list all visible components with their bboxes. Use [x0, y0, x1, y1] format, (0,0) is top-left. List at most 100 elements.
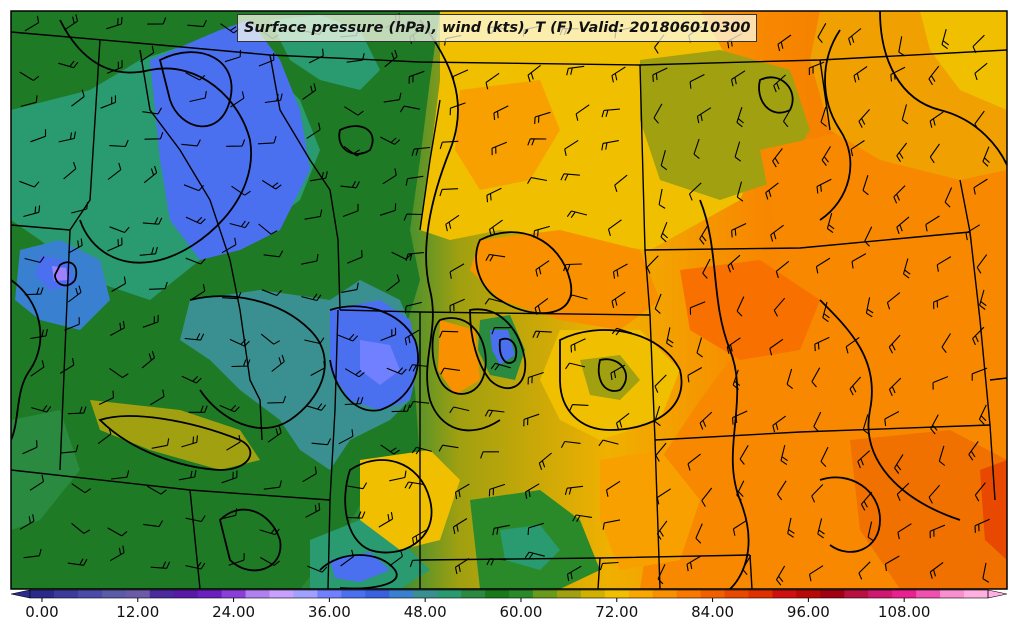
wind-barb	[929, 111, 944, 128]
wind-barb	[454, 558, 470, 575]
wind-barb	[304, 337, 325, 345]
wind-barb	[821, 146, 831, 166]
wind-barb	[933, 295, 949, 310]
wind-barb	[383, 92, 402, 103]
wind-barb	[230, 91, 245, 108]
wind-barb	[527, 64, 541, 82]
wind-barb	[563, 263, 582, 272]
wind-barb	[438, 444, 459, 452]
wind-barb	[699, 411, 713, 430]
wind-barb	[142, 107, 162, 115]
wind-barb	[384, 49, 398, 68]
wind-barb	[974, 482, 986, 502]
wind-barb	[347, 482, 368, 490]
wind-barb	[527, 177, 547, 184]
wind-barb	[340, 549, 355, 567]
wind-barb	[820, 446, 829, 467]
wind-barb	[386, 274, 400, 292]
colorbar-swatch	[844, 590, 869, 598]
wind-barb	[770, 224, 784, 242]
wind-barb	[601, 140, 619, 151]
wind-barb	[693, 138, 700, 160]
colorbar-swatch	[964, 590, 989, 598]
wind-barb	[605, 480, 621, 497]
wind-barb	[491, 141, 508, 156]
wind-barb	[307, 565, 328, 573]
colorbar-swatch	[509, 590, 534, 598]
wind-barb	[144, 132, 164, 140]
wind-barb	[865, 297, 874, 318]
colorbar-swatch	[365, 590, 390, 598]
wind-barb	[405, 175, 424, 186]
colorbar-max-arrow	[987, 589, 1008, 599]
wind-barb	[772, 415, 787, 433]
wind-barb	[445, 214, 460, 232]
wind-barb	[612, 263, 628, 279]
wind-barb	[929, 524, 946, 539]
wind-barb	[566, 565, 582, 582]
wind-barb	[611, 291, 626, 309]
wind-barb	[106, 60, 123, 74]
wind-barb	[301, 254, 319, 265]
wind-barb	[736, 107, 744, 128]
wind-barb	[599, 561, 619, 571]
wind-barb	[111, 276, 127, 292]
wind-barb	[109, 545, 125, 562]
wind-barb	[524, 483, 540, 499]
colorbar-swatch	[269, 590, 294, 598]
wind-barb	[858, 561, 871, 580]
wind-barb	[527, 522, 545, 535]
wind-barb	[888, 377, 902, 397]
wind-barb	[380, 444, 400, 455]
wind-barb	[884, 411, 900, 426]
wind-barb	[229, 220, 250, 229]
wind-barb	[695, 523, 703, 544]
wind-barb	[310, 171, 328, 182]
wind-barb	[260, 333, 280, 345]
wind-barb	[305, 502, 321, 518]
wind-barb	[607, 219, 622, 237]
wind-barb	[19, 514, 35, 530]
colorbar-min-arrow	[10, 589, 31, 599]
wind-barb	[19, 71, 40, 81]
wind-barb	[598, 439, 619, 447]
wind-barb	[972, 34, 985, 54]
wind-barb	[982, 146, 990, 167]
wind-barb	[409, 400, 430, 408]
wind-barb	[220, 508, 238, 520]
wind-barb	[264, 93, 283, 104]
wind-barb	[454, 483, 470, 500]
wind-barb	[726, 337, 741, 354]
wind-barb	[973, 178, 988, 195]
wind-barb	[305, 403, 327, 411]
wind-barb	[231, 359, 251, 368]
colorbar-tick-label: 24.00	[212, 603, 256, 621]
colorbar-swatch	[652, 590, 678, 598]
wind-barb	[974, 518, 990, 533]
wind-barb	[389, 470, 407, 482]
state-borders	[11, 31, 1007, 589]
wind-barb	[189, 91, 207, 103]
wind-barb	[271, 354, 285, 372]
wind-barb	[486, 558, 506, 566]
wind-barb	[302, 466, 317, 483]
colorbar-swatch	[413, 590, 438, 598]
wind-barb	[439, 188, 459, 197]
wind-barb	[380, 136, 401, 145]
wind-barb	[449, 102, 466, 116]
wind-barb	[409, 559, 429, 568]
wind-barb	[982, 562, 990, 583]
wind-barb	[570, 338, 586, 353]
wind-barb	[658, 188, 666, 209]
wind-barb	[925, 215, 940, 232]
wind-barb	[893, 185, 906, 204]
wind-barb	[820, 106, 827, 127]
wind-barb	[185, 515, 206, 523]
wind-barb	[601, 108, 620, 118]
colorbar-swatch	[461, 590, 486, 598]
wind-barb	[23, 548, 42, 559]
wind-barb	[736, 480, 745, 501]
wind-barb	[485, 72, 500, 90]
wind-barb	[107, 527, 128, 537]
wind-barb	[656, 520, 668, 540]
